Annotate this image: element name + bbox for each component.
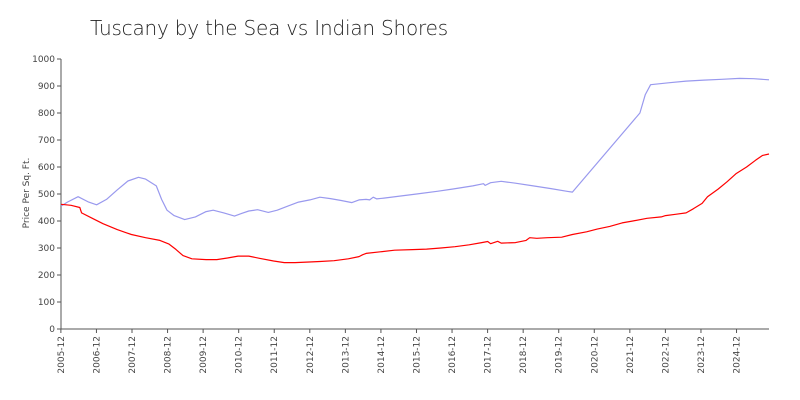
x-tick-label: 2005-12 [57,336,67,374]
series-line-1 [60,77,770,221]
x-tick-label: 2015-12 [412,336,422,374]
y-tick-label: 500 [38,190,55,200]
y-tick-label: 1000 [32,55,55,65]
x-tick-label: 2024-12 [733,336,743,374]
y-tick-label: 0 [49,325,55,335]
x-tick-label: 2023-12 [697,336,707,374]
y-tick-label: 200 [38,271,55,281]
x-tick-label: 2014-12 [377,336,387,374]
axes: 0 100 200 300 400 500 600 700 800 900 1000 2005-12 2… [32,55,769,374]
x-tick-label: 2017-12 [484,336,494,374]
series-line-2 [60,153,770,264]
x-tick-label: 2007-12 [128,336,138,374]
x-tick-label: 2011-12 [270,336,280,374]
x-tick-label: 2016-12 [448,336,458,374]
y-tick-label: 900 [38,82,55,92]
y-tick-label: 800 [38,109,55,119]
x-tick-label: 2009-12 [199,336,209,374]
x-tick-label: 2006-12 [92,336,102,374]
series-group [60,77,770,264]
x-tick-label: 2018-12 [519,336,529,374]
y-tick-label: 600 [38,163,55,173]
x-tick-label: 2010-12 [235,336,245,374]
x-tick-label: 2020-12 [590,336,600,374]
x-tick-label: 2012-12 [306,336,316,374]
y-axis-label: Price Per Sq. Ft. [22,158,32,229]
x-tick-label: 2008-12 [164,336,174,374]
y-tick-label: 700 [38,136,55,146]
y-tick-label: 400 [38,217,55,227]
x-tick-label: 2021-12 [626,336,636,374]
x-tick-label: 2013-12 [341,336,351,374]
x-tick-label: 2019-12 [555,336,565,374]
y-tick-label: 300 [38,244,55,254]
x-tick-label: 2022-12 [661,336,671,374]
y-tick-label: 100 [38,298,55,308]
chart-title: Tuscany by the Sea vs Indian Shores [90,16,448,40]
